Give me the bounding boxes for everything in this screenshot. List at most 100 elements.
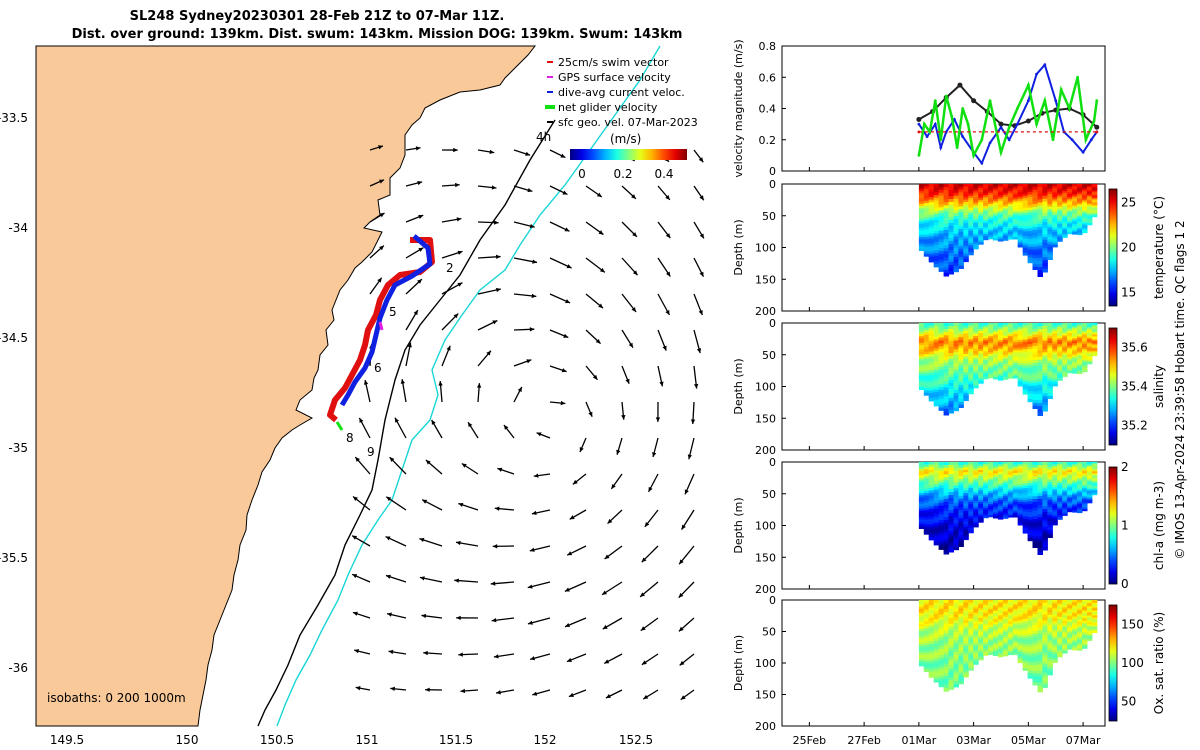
section-cell — [1057, 363, 1063, 366]
section-cell — [1027, 388, 1034, 392]
section-cell — [1002, 343, 1009, 347]
section-cell — [1082, 216, 1088, 219]
section-cell — [968, 497, 974, 501]
section-cell — [1091, 204, 1098, 207]
section-cell — [933, 325, 940, 330]
section-cell — [943, 492, 950, 497]
section-cell — [997, 492, 1004, 495]
section-cell — [1037, 242, 1043, 247]
section-cell — [1082, 227, 1088, 230]
section-cell — [928, 526, 935, 531]
section-cell — [963, 508, 969, 512]
section-cell — [1027, 346, 1034, 350]
section-cell — [973, 481, 979, 485]
section-cell — [1057, 347, 1063, 351]
section-cell — [993, 629, 999, 632]
section-cell — [1027, 480, 1034, 484]
section-cell — [1012, 487, 1019, 490]
velocity-arrow-head — [355, 686, 361, 691]
section-cell — [1042, 228, 1048, 232]
section-cell — [953, 343, 959, 347]
section-cell — [983, 209, 989, 213]
section-cell — [997, 378, 1004, 381]
section-cell — [938, 221, 945, 226]
section-cell — [968, 231, 974, 235]
section-cell — [1017, 474, 1024, 478]
section-cell — [1037, 615, 1043, 619]
section-cell — [1067, 212, 1073, 215]
section-cell — [997, 216, 1004, 219]
section-cell — [933, 616, 940, 620]
section-cell — [997, 637, 1004, 641]
section-cell — [993, 476, 999, 480]
section-cell — [988, 511, 994, 514]
section-cell — [1082, 484, 1088, 487]
section-cell — [963, 356, 969, 360]
section-cell — [943, 220, 950, 225]
section-cell — [1042, 378, 1048, 383]
section-cell — [1082, 465, 1088, 468]
section-cell — [1082, 481, 1088, 484]
section-cell — [1091, 354, 1098, 357]
section-cell — [963, 498, 969, 502]
section-cell — [988, 189, 994, 192]
section-cell — [968, 637, 974, 641]
section-cell — [1082, 614, 1088, 617]
section-cell — [978, 651, 984, 655]
section-cell — [1067, 328, 1073, 331]
section-cell — [918, 617, 925, 621]
section-cell — [1067, 351, 1073, 354]
section-cell — [948, 332, 954, 336]
section-cell — [1022, 219, 1029, 223]
section-cell — [958, 526, 964, 531]
section-cell — [1067, 220, 1073, 223]
section-cell — [958, 234, 964, 238]
section-cell — [1017, 641, 1024, 645]
section-cell — [943, 639, 950, 644]
section-cell — [958, 680, 964, 685]
section-cell — [1086, 482, 1093, 485]
section-cell — [953, 393, 959, 397]
section-cell — [1047, 642, 1053, 646]
section-cell — [918, 215, 925, 218]
section-cell — [923, 664, 930, 668]
section-cell — [968, 233, 974, 237]
section-cell — [983, 627, 989, 630]
section-cell — [1022, 665, 1029, 669]
section-cell — [953, 620, 959, 624]
section-cell — [918, 508, 925, 512]
section-cell — [1012, 368, 1019, 372]
section-cell — [958, 331, 964, 335]
section-cell — [1057, 351, 1063, 355]
section-cell — [1007, 213, 1014, 216]
section-cell — [923, 224, 930, 228]
section-cell — [1077, 641, 1083, 644]
section-cell — [948, 524, 954, 529]
section-cell — [1002, 185, 1009, 189]
svg-text:dive-avg current veloc.: dive-avg current veloc. — [558, 86, 685, 99]
section-cell — [1082, 188, 1088, 192]
velocity-arrow-head — [458, 652, 463, 657]
section-cell — [1072, 324, 1078, 327]
section-cell — [1007, 218, 1014, 222]
section-cell — [953, 540, 959, 545]
section-cell — [1057, 225, 1063, 229]
section-cell — [1047, 664, 1053, 668]
section-cell — [1002, 493, 1009, 497]
section-cell — [968, 464, 974, 468]
section-cell — [1086, 335, 1093, 338]
section-cell — [978, 613, 984, 617]
section-cell — [1052, 508, 1058, 511]
section-cell — [1057, 184, 1063, 187]
velocity-arrow-head — [468, 422, 473, 428]
section-cell — [1017, 472, 1024, 476]
section-cell — [928, 500, 935, 505]
section-cell — [1037, 670, 1043, 674]
section-cell — [1002, 206, 1009, 209]
section-cell — [1067, 352, 1073, 355]
series-point — [1095, 130, 1099, 134]
section-cell — [997, 600, 1004, 603]
section-cell — [1062, 508, 1068, 511]
section-cell — [1042, 372, 1048, 377]
